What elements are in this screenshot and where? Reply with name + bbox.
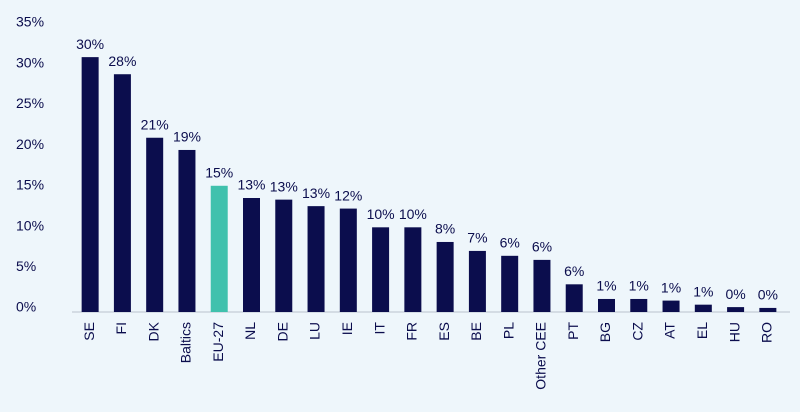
value-label: 28% bbox=[108, 53, 136, 69]
x-tick-label: BG bbox=[597, 322, 613, 342]
bar bbox=[404, 227, 422, 312]
bar bbox=[146, 137, 164, 312]
bar bbox=[727, 307, 745, 312]
x-tick-label: IT bbox=[371, 322, 387, 335]
value-label: 6% bbox=[500, 235, 520, 251]
y-tick-label: 5% bbox=[16, 258, 36, 274]
bar bbox=[598, 298, 615, 312]
bar bbox=[468, 250, 486, 312]
bar bbox=[565, 284, 583, 312]
value-label: 10% bbox=[367, 206, 395, 222]
y-tick-label: 35% bbox=[16, 14, 44, 30]
bar bbox=[81, 57, 99, 312]
x-tick-label: DK bbox=[145, 321, 161, 341]
y-tick-label: 0% bbox=[16, 299, 36, 315]
y-tick-label: 20% bbox=[16, 136, 44, 152]
x-tick-label: PT bbox=[565, 322, 581, 340]
x-tick-label: FI bbox=[113, 322, 129, 334]
bar bbox=[372, 227, 390, 312]
value-label: 1% bbox=[629, 278, 649, 294]
bar bbox=[759, 307, 777, 312]
value-label: 0% bbox=[758, 287, 778, 303]
y-tick-label: 10% bbox=[16, 217, 44, 233]
value-label: 1% bbox=[693, 283, 713, 299]
bar bbox=[275, 199, 293, 312]
value-label: 30% bbox=[76, 36, 104, 52]
x-tick-label: LU bbox=[307, 322, 323, 340]
value-label: 19% bbox=[173, 129, 201, 145]
value-label: 15% bbox=[205, 164, 233, 180]
value-label: 0% bbox=[725, 286, 745, 302]
value-label: 6% bbox=[564, 263, 584, 279]
value-label: 1% bbox=[596, 278, 616, 294]
bar bbox=[630, 298, 648, 312]
value-label: 13% bbox=[302, 185, 330, 201]
value-label: 8% bbox=[435, 221, 455, 237]
x-tick-label: BE bbox=[468, 322, 484, 341]
x-tick-label: SE bbox=[81, 322, 97, 341]
bar bbox=[501, 255, 519, 312]
bar bbox=[436, 241, 454, 312]
value-label: 10% bbox=[399, 206, 427, 222]
bar bbox=[533, 259, 551, 312]
bar bbox=[210, 185, 228, 312]
bar bbox=[694, 304, 712, 312]
x-tick-label: ES bbox=[436, 322, 452, 341]
x-tick-label: NL bbox=[242, 322, 258, 340]
bar bbox=[178, 149, 196, 312]
y-tick-label: 25% bbox=[16, 95, 44, 111]
bar bbox=[243, 198, 260, 312]
bar bbox=[307, 206, 325, 312]
bar bbox=[113, 74, 131, 312]
x-tick-label: AT bbox=[662, 322, 678, 339]
value-label: 7% bbox=[467, 230, 487, 246]
value-label: 1% bbox=[661, 279, 681, 295]
x-tick-label: DE bbox=[274, 322, 290, 341]
x-tick-label: Other CEE bbox=[533, 322, 549, 390]
value-label: 12% bbox=[334, 187, 362, 203]
x-tick-label: CZ bbox=[629, 322, 645, 341]
x-tick-label: EL bbox=[694, 322, 710, 339]
bar bbox=[339, 208, 357, 312]
x-tick-label: RO bbox=[759, 322, 775, 343]
x-tick-label: IE bbox=[339, 322, 355, 335]
value-label: 13% bbox=[270, 178, 298, 194]
y-tick-label: 30% bbox=[16, 54, 44, 70]
x-tick-label: EU-27 bbox=[210, 322, 226, 362]
x-tick-label: Baltics bbox=[178, 322, 194, 363]
value-label: 13% bbox=[237, 177, 265, 193]
x-tick-label: FR bbox=[404, 322, 420, 341]
x-tick-label: HU bbox=[726, 322, 742, 342]
value-label: 6% bbox=[532, 239, 552, 255]
bar bbox=[662, 300, 680, 312]
y-tick-label: 15% bbox=[16, 177, 44, 193]
value-label: 21% bbox=[141, 116, 169, 132]
x-tick-label: PL bbox=[500, 322, 516, 339]
